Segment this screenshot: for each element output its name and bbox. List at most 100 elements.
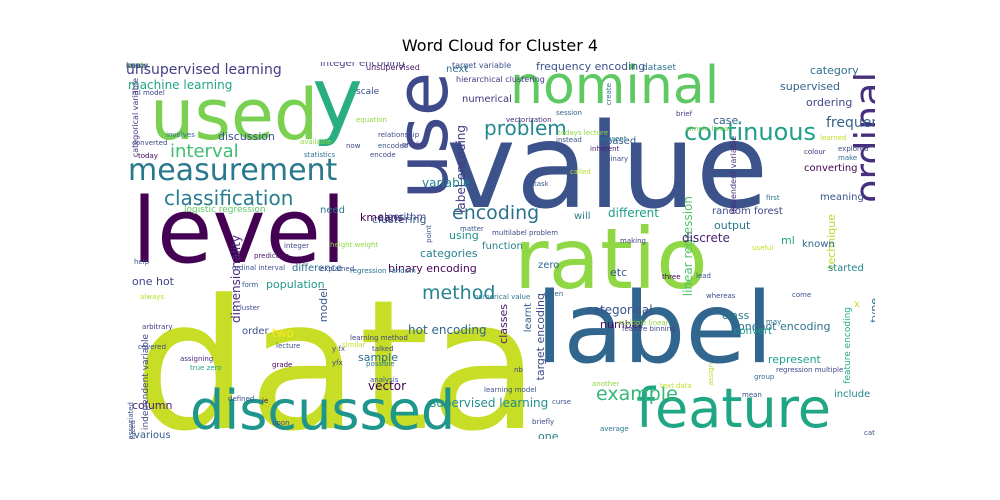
- word-explained: explained: [320, 265, 355, 273]
- word-hierarchical-clustering: hierarchical clustering: [456, 75, 545, 84]
- word-ordinal: ordinal: [847, 72, 875, 203]
- word-clustering: clustering: [372, 213, 427, 226]
- word-learning-model: learning model: [484, 386, 537, 394]
- word-present: present: [600, 135, 627, 143]
- word-dependent-variable: dependent variable: [729, 136, 738, 215]
- word-task: task: [534, 180, 549, 188]
- word-continuous: continuous: [684, 118, 816, 146]
- word-known: known: [802, 239, 835, 250]
- word-predict: predict: [402, 141, 427, 149]
- word-nb: nb: [514, 366, 523, 374]
- word-model: model: [317, 288, 330, 323]
- word-ml-model: ml model: [132, 89, 165, 97]
- word-different: different: [608, 206, 659, 220]
- word-next: next: [446, 64, 469, 75]
- word-feature-encoding: feature encoding: [843, 307, 853, 384]
- word-todays-lecture: todays lecture: [558, 129, 609, 137]
- word-multilabel-problem: multilabel problem: [492, 229, 559, 237]
- word-discussion: discussion: [218, 130, 276, 143]
- word-scale: scale: [356, 87, 380, 97]
- word-prediction: prediction: [254, 252, 290, 260]
- word-will: will: [574, 211, 591, 222]
- word-mean: mean: [742, 391, 762, 399]
- word-introduced: introduced: [129, 420, 137, 439]
- word-etc: etc: [610, 266, 628, 279]
- word-help: help: [134, 258, 150, 266]
- word-zero: zero: [538, 260, 560, 271]
- word-meaning: meaning: [820, 192, 864, 203]
- word-given: given: [544, 290, 564, 298]
- word-target-encoding: target encoding: [534, 293, 547, 381]
- word-convert: convert: [734, 326, 773, 337]
- word-cluster: cluster: [236, 304, 260, 312]
- word-cloud: data value label level ratio use y used nominal o…: [126, 62, 875, 439]
- word-sample: sample: [358, 351, 398, 364]
- word-encode: encode: [370, 151, 396, 159]
- word-one: one: [538, 430, 559, 439]
- word-involves: involves: [166, 131, 195, 139]
- word-population: population: [266, 278, 325, 291]
- word-converting: converting: [804, 163, 858, 174]
- word-integer: integer: [284, 242, 310, 250]
- word-y-fx: y fx: [332, 345, 345, 353]
- word-yfx: yfx: [332, 359, 343, 367]
- word-supervised: supervised: [780, 80, 841, 93]
- word-label: label: [536, 272, 774, 386]
- word-available: available: [300, 138, 332, 146]
- figure-title: Word Cloud for Cluster 4: [401, 36, 599, 55]
- word-discrete: discrete: [682, 231, 730, 245]
- word-ratio: ratio: [514, 210, 708, 308]
- word-work: work: [126, 62, 146, 70]
- word-encoding: encoding: [452, 202, 540, 224]
- word-called: called: [570, 168, 591, 176]
- word-another: another: [592, 380, 620, 388]
- word-encoded: encoded: [378, 142, 409, 150]
- word-two: two: [272, 326, 294, 340]
- word-relationship: relationship: [378, 131, 420, 139]
- word-example: example: [596, 383, 678, 405]
- word-frequency-encoding: frequency encoding: [536, 62, 646, 73]
- word-need: need: [320, 205, 345, 216]
- word-method: method: [422, 282, 496, 304]
- word-function: function: [482, 241, 523, 252]
- word-discussed: discussed: [190, 379, 456, 439]
- word-covered: covered: [138, 343, 167, 351]
- word-arbitrary: arbitrary: [142, 323, 173, 331]
- word-unsupervised: unsupervised: [366, 63, 420, 72]
- word-numerical: numerical: [462, 94, 512, 105]
- word-always: always: [140, 293, 165, 301]
- word-know: know: [126, 62, 148, 70]
- word-classes: classes: [497, 304, 510, 344]
- word-kmeans: kmeans: [360, 211, 404, 224]
- word-curse: curse: [552, 398, 572, 406]
- word-assigning: assigning: [180, 355, 214, 363]
- word-text-data: text data: [660, 382, 692, 390]
- word-ordering: ordering: [806, 96, 853, 109]
- word-using: using: [449, 229, 479, 242]
- word-measurement: measurement: [128, 153, 338, 188]
- word-case: case: [713, 114, 739, 127]
- word-feature: feature: [636, 377, 831, 439]
- word-various: various: [134, 430, 171, 440]
- word-group: group: [754, 373, 775, 381]
- word-dataset: dataset: [642, 63, 677, 73]
- word-logistic-regression: logistic regression: [184, 205, 266, 215]
- word-category: category: [810, 64, 859, 77]
- word-ml: ml: [781, 234, 795, 247]
- word-feature-binning: feature binning: [622, 325, 676, 333]
- word-label-encoding: label encoding: [454, 125, 468, 213]
- word-instead: instead: [556, 136, 582, 144]
- word-whereas: whereas: [706, 292, 736, 300]
- word-vectorization: vectorization: [506, 116, 552, 124]
- word-learned: learned: [820, 134, 847, 142]
- word-unsupervised-learning: unsupervised learning: [126, 62, 282, 78]
- word-number: number: [600, 318, 643, 331]
- word-talked: talked: [372, 345, 394, 353]
- word-make: make: [838, 154, 858, 162]
- word-create: create: [605, 83, 613, 106]
- word-similar: similar: [342, 341, 366, 349]
- word-x: x: [854, 299, 860, 310]
- word-categorical-data: categorical data: [864, 429, 875, 437]
- word-true-zero: true zero: [190, 364, 222, 372]
- word-briefly: briefly: [532, 418, 555, 426]
